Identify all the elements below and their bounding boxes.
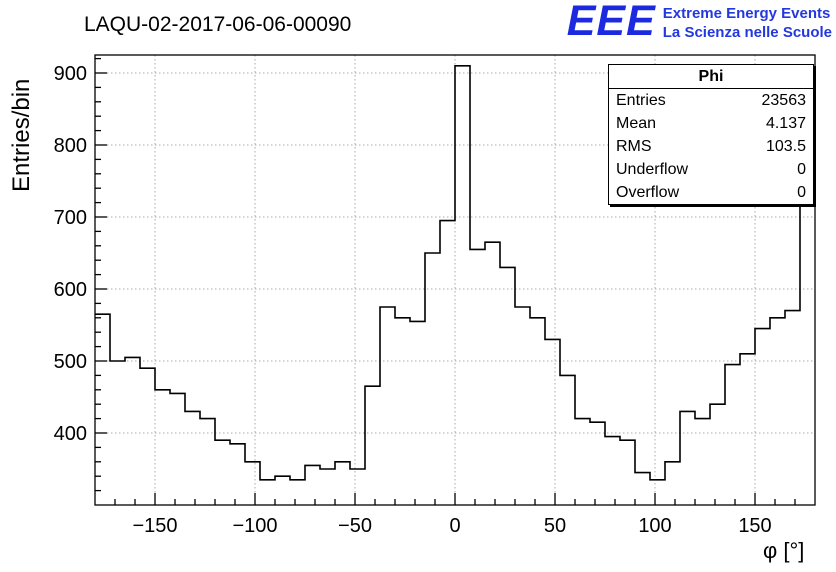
eee-logo: EEE Extreme Energy Events La Scienza nel… <box>566 0 832 45</box>
svg-text:500: 500 <box>54 351 87 373</box>
stats-row: Overflow 0 <box>609 181 813 204</box>
svg-text:400: 400 <box>54 423 87 445</box>
logo-line2: La Scienza nelle Scuole <box>662 24 832 41</box>
x-tick-labels: −150 −100 −50 0 50 100 150 <box>132 515 771 537</box>
stats-row: RMS 103.5 <box>609 135 813 158</box>
svg-text:−50: −50 <box>338 515 372 537</box>
stats-value: 0 <box>797 184 806 201</box>
svg-text:600: 600 <box>54 279 87 301</box>
stats-label: Underflow <box>616 161 689 178</box>
stats-label: Mean <box>616 115 657 132</box>
stats-value: 23563 <box>761 92 807 109</box>
svg-text:900: 900 <box>54 63 87 85</box>
svg-text:50: 50 <box>544 515 566 537</box>
x-axis-title: φ [°] <box>763 538 805 563</box>
y-tick-labels: 400 500 600 700 800 900 <box>54 63 87 445</box>
svg-text:−100: −100 <box>232 515 277 537</box>
stats-row: Underflow 0 <box>609 158 813 181</box>
logo-text: Extreme Energy Events La Scienza nelle S… <box>663 2 832 42</box>
stats-label: Overflow <box>616 184 680 201</box>
svg-text:700: 700 <box>54 207 87 229</box>
svg-text:150: 150 <box>738 515 771 537</box>
stats-label: Entries <box>616 92 666 109</box>
logo-line1: Extreme Energy Events <box>662 5 831 22</box>
axis-ticks <box>95 57 796 505</box>
stats-label: RMS <box>616 138 652 155</box>
stats-title: Phi <box>609 65 813 89</box>
stats-value: 103.5 <box>765 138 806 155</box>
stats-row: Mean 4.137 <box>609 112 813 135</box>
chart-title: LAQU-02-2017-06-06-00090 <box>84 13 352 36</box>
svg-text:100: 100 <box>638 515 671 537</box>
svg-text:800: 800 <box>54 135 87 157</box>
stats-row: Entries 23563 <box>609 89 813 112</box>
stats-value: 4.137 <box>765 115 806 132</box>
svg-text:−150: −150 <box>132 515 177 537</box>
logo-acronym: EEE <box>566 0 656 45</box>
stats-box: Phi Entries 23563 Mean 4.137 RMS 103.5 U… <box>608 64 814 205</box>
svg-text:0: 0 <box>449 515 460 537</box>
stats-value: 0 <box>797 161 806 178</box>
histogram-line <box>95 65 815 481</box>
